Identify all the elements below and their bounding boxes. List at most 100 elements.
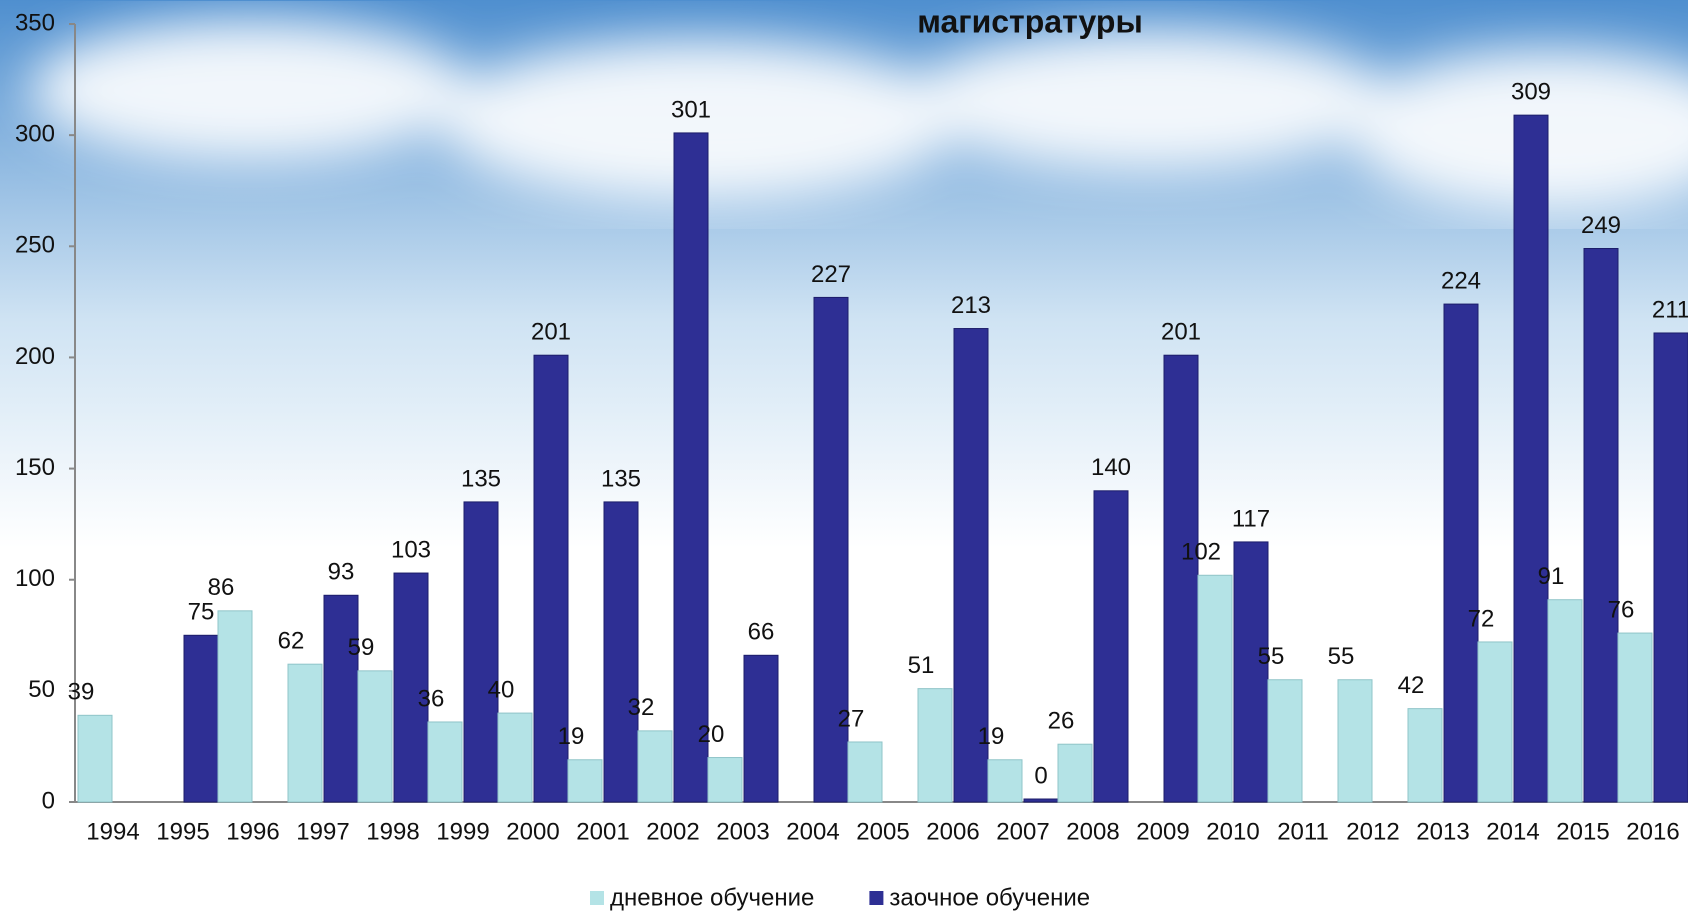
- x-tick-label: 1997: [296, 818, 349, 845]
- value-label: 76: [1608, 596, 1635, 623]
- bar: [1617, 632, 1653, 803]
- bar: [183, 634, 219, 803]
- value-label: 26: [1048, 708, 1075, 735]
- x-tick-label: 2002: [646, 818, 699, 845]
- y-tick-label: 0: [42, 787, 55, 814]
- x-tick-label: 2003: [716, 818, 769, 845]
- bar: [1093, 490, 1129, 803]
- bar: [1477, 641, 1513, 803]
- y-tick-label: 50: [28, 676, 55, 703]
- value-label: 0: [1034, 762, 1047, 789]
- value-label: 51: [908, 652, 935, 679]
- value-label: 40: [488, 676, 515, 703]
- bar: [1163, 354, 1199, 803]
- value-label: 103: [391, 536, 431, 563]
- x-tick-label: 2010: [1206, 818, 1259, 845]
- x-tick-label: 2011: [1277, 818, 1329, 845]
- legend-label: дневное обучение: [610, 884, 814, 911]
- bar: [1337, 679, 1373, 803]
- bar: [1583, 248, 1619, 803]
- bar: [707, 757, 743, 803]
- bar: [323, 594, 359, 803]
- x-tick-label: 2007: [996, 818, 1049, 845]
- value-label: 39: [68, 679, 95, 706]
- value-label: 309: [1511, 78, 1551, 105]
- bar: [673, 132, 709, 803]
- bar: [357, 670, 393, 803]
- value-label: 62: [278, 628, 305, 655]
- value-label: 211: [1652, 296, 1688, 323]
- bar: [1233, 541, 1269, 803]
- x-tick-label: 2015: [1556, 818, 1609, 845]
- x-tick-label: 2012: [1346, 818, 1399, 845]
- value-label: 135: [461, 465, 501, 492]
- bar: [953, 328, 989, 803]
- value-label: 59: [348, 634, 375, 661]
- bar: [603, 501, 639, 803]
- value-label: 36: [418, 685, 445, 712]
- value-label: 140: [1091, 454, 1131, 481]
- value-label: 27: [838, 705, 865, 732]
- x-tick-label: 2014: [1486, 818, 1539, 845]
- x-tick-label: 2004: [786, 818, 839, 845]
- bar: [1057, 743, 1093, 803]
- y-tick-label: 100: [15, 565, 55, 592]
- bar: [1023, 798, 1059, 803]
- x-tick-label: 2008: [1066, 818, 1119, 845]
- bar: [743, 654, 779, 803]
- legend-swatch: [590, 891, 604, 905]
- value-label: 86: [208, 574, 235, 601]
- value-label: 301: [671, 96, 711, 123]
- legend-swatch: [869, 891, 884, 905]
- legend-label: заочное обучение: [889, 884, 1090, 911]
- bar: [217, 610, 253, 803]
- x-tick-label: 2001: [576, 818, 629, 845]
- bar: [533, 354, 569, 803]
- y-tick-label: 250: [15, 232, 55, 259]
- y-tick-label: 200: [15, 343, 55, 370]
- value-label: 201: [1161, 319, 1201, 346]
- value-label: 19: [978, 723, 1005, 750]
- bar: [917, 688, 953, 803]
- value-label: 91: [1538, 563, 1565, 590]
- bar: [1407, 708, 1443, 803]
- bar: [813, 296, 849, 803]
- bar: [1653, 332, 1688, 803]
- value-label: 32: [628, 694, 655, 721]
- x-tick-label: 2005: [856, 818, 909, 845]
- x-tick-label: 1995: [156, 818, 209, 845]
- value-label: 135: [601, 465, 641, 492]
- bar: [393, 572, 429, 803]
- bar: [987, 759, 1023, 803]
- value-label: 213: [951, 292, 991, 319]
- clouds: [30, 20, 1688, 210]
- x-tick-label: 1999: [436, 818, 489, 845]
- x-tick-label: 2013: [1416, 818, 1469, 845]
- value-label: 249: [1581, 212, 1621, 239]
- bar: [1547, 599, 1583, 803]
- x-tick-label: 1998: [366, 818, 419, 845]
- bar: [567, 759, 603, 803]
- value-label: 20: [698, 721, 725, 748]
- x-tick-label: 2000: [506, 818, 559, 845]
- bar: [1513, 114, 1549, 803]
- bar: [1443, 303, 1479, 803]
- y-tick-label: 350: [15, 9, 55, 36]
- value-label: 19: [558, 723, 585, 750]
- value-label: 42: [1398, 672, 1425, 699]
- bar: [637, 730, 673, 803]
- value-label: 72: [1468, 605, 1495, 632]
- y-tick-label: 150: [15, 454, 55, 481]
- bar: [847, 741, 883, 803]
- bar: [427, 721, 463, 803]
- bar: [77, 714, 113, 803]
- bar: [497, 712, 533, 803]
- value-label: 75: [188, 599, 215, 626]
- y-tick-label: 300: [15, 120, 55, 147]
- value-label: 117: [1232, 505, 1270, 532]
- bar: [1267, 679, 1303, 803]
- value-label: 55: [1258, 643, 1285, 670]
- value-label: 224: [1441, 267, 1481, 294]
- x-tick-label: 2016: [1626, 818, 1679, 845]
